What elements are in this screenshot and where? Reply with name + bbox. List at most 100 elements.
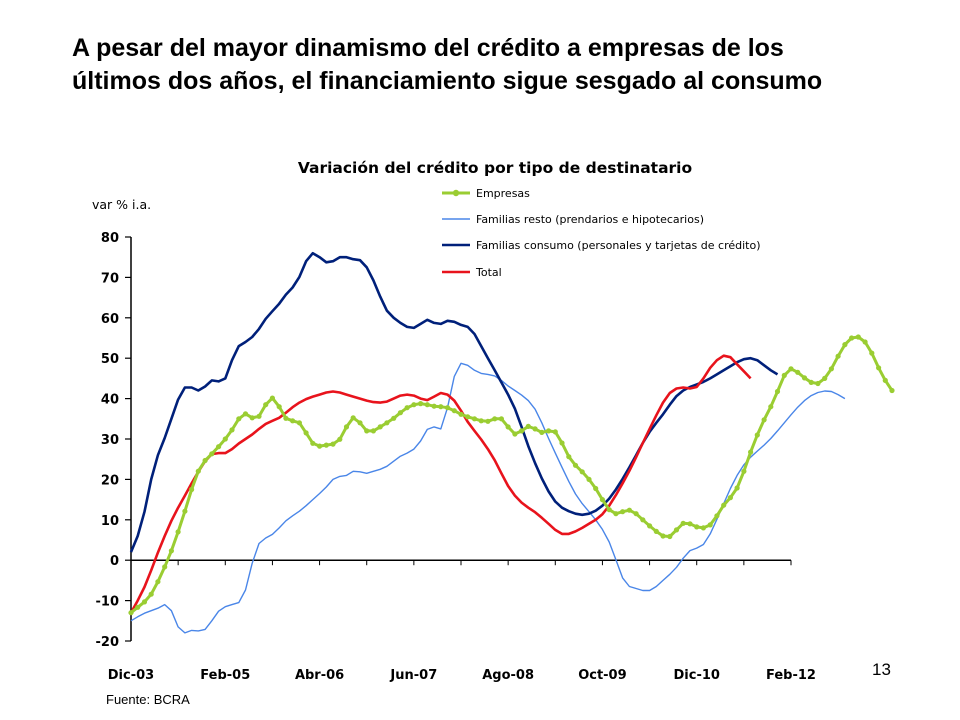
- series-point-empresas: [700, 525, 707, 531]
- series-point-empresas: [276, 404, 282, 410]
- series-point-empresas: [492, 416, 498, 422]
- series-point-empresas: [660, 533, 666, 539]
- series-point-empresas: [498, 416, 504, 422]
- series-point-empresas: [168, 548, 174, 554]
- series-point-empresas: [162, 564, 168, 570]
- x-tick-label: Abr-06: [295, 668, 344, 683]
- y-tick-label: 60: [101, 312, 119, 327]
- series-point-empresas: [593, 485, 599, 492]
- series-point-empresas: [485, 418, 491, 424]
- series-point-empresas: [552, 429, 558, 435]
- series-point-empresas: [539, 429, 545, 435]
- series-point-empresas: [391, 415, 397, 421]
- x-tick-label: Feb-05: [200, 668, 250, 683]
- series-point-empresas: [862, 339, 868, 345]
- series-point-empresas: [296, 420, 302, 426]
- series-point-empresas: [189, 486, 195, 493]
- series-point-empresas: [835, 353, 841, 359]
- series-point-empresas: [754, 432, 760, 438]
- series-point-empresas: [741, 468, 747, 474]
- series-point-empresas: [761, 417, 767, 423]
- chart-title: Variación del crédito por tipo de destin…: [298, 159, 692, 177]
- series-point-empresas: [640, 517, 646, 523]
- series-point-empresas: [263, 402, 269, 408]
- chart-legend: Empresas Familias resto (prendarios e hip…: [442, 187, 761, 279]
- series-point-empresas: [626, 507, 633, 513]
- series-point-empresas: [559, 440, 565, 446]
- y-tick-label: 10: [101, 514, 119, 529]
- series-point-empresas: [404, 405, 410, 411]
- series-point-empresas: [195, 468, 201, 474]
- series-point-empresas: [236, 416, 242, 422]
- y-axis-unit-label: var % i.a.: [92, 197, 151, 212]
- series-point-empresas: [269, 395, 275, 401]
- y-tick-label: -20: [96, 635, 120, 650]
- slide-title: A pesar del mayor dinamismo del crédito …: [72, 32, 932, 98]
- series-point-empresas: [667, 533, 673, 540]
- series-point-empresas: [242, 411, 249, 417]
- series-point-empresas: [155, 579, 161, 585]
- series-point-empresas: [384, 420, 390, 426]
- series-point-empresas: [694, 524, 700, 530]
- y-tick-label: 50: [101, 352, 119, 367]
- series-point-empresas: [505, 424, 511, 430]
- source-note: Fuente: BCRA: [106, 692, 190, 707]
- legend-label-total: Total: [475, 266, 502, 279]
- legend-label-familias-resto: Familias resto (prendarios e hipotecario…: [476, 213, 704, 226]
- series-point-empresas: [876, 365, 882, 371]
- series-point-empresas: [303, 430, 309, 436]
- series-point-empresas: [606, 507, 612, 513]
- series-point-empresas: [673, 527, 680, 533]
- slide-title-line-1: A pesar del mayor dinamismo del crédito …: [72, 34, 784, 62]
- series-point-empresas: [377, 424, 383, 430]
- series-point-empresas: [209, 451, 215, 457]
- series-point-empresas: [364, 428, 370, 434]
- page-number: 13: [872, 660, 891, 679]
- legend-label-empresas: Empresas: [476, 187, 530, 200]
- y-tick-label: 20: [101, 473, 119, 488]
- series-point-empresas: [283, 415, 289, 421]
- series-point-empresas: [444, 405, 451, 411]
- series-point-empresas: [465, 414, 471, 420]
- series-point-empresas: [202, 457, 208, 464]
- series-point-empresas: [256, 413, 262, 419]
- series-point-empresas: [882, 377, 888, 383]
- series-point-empresas: [525, 423, 531, 429]
- series-point-empresas: [418, 401, 424, 407]
- series-point-empresas: [370, 428, 376, 434]
- series-point-empresas: [633, 511, 639, 517]
- series-point-empresas: [128, 610, 134, 616]
- series-point-empresas: [148, 591, 154, 597]
- series-point-empresas: [620, 509, 626, 515]
- x-tick-label: Ago-08: [482, 668, 534, 683]
- series-point-empresas: [714, 513, 720, 519]
- series-point-empresas: [849, 335, 855, 341]
- series-point-empresas: [397, 410, 403, 416]
- series-point-empresas: [216, 444, 222, 450]
- series-line-total: [129, 354, 752, 614]
- series-point-empresas: [815, 380, 821, 387]
- series-point-empresas: [734, 485, 740, 491]
- series-point-empresas: [343, 424, 350, 430]
- y-tick-label: -10: [96, 595, 120, 610]
- series-point-empresas: [222, 436, 228, 442]
- series-point-empresas: [795, 369, 801, 375]
- y-tick-label: 0: [110, 554, 119, 569]
- series-point-empresas: [653, 528, 659, 535]
- series-point-empresas: [680, 520, 686, 526]
- series-point-empresas: [330, 441, 336, 447]
- series-point-empresas: [229, 427, 235, 433]
- series-point-empresas: [424, 402, 430, 408]
- series-point-empresas: [337, 436, 343, 442]
- series-point-empresas: [572, 462, 579, 468]
- slide-title-line-2: últimos dos años, el financiamiento sigu…: [72, 67, 823, 95]
- plot-area: -20 -10 0 10 20 30 40 50 60 70 80 Dic-03 Feb-05 Abr-0…: [96, 231, 895, 683]
- series-point-empresas: [855, 334, 861, 340]
- series-point-empresas: [768, 404, 774, 410]
- legend-label-familias-consumo: Familias consumo (personales y tarjetas …: [476, 239, 761, 252]
- series-point-empresas: [249, 415, 255, 421]
- series-point-empresas: [748, 449, 754, 455]
- y-tick-label: 30: [101, 433, 119, 448]
- series-point-empresas: [788, 366, 794, 372]
- series-point-empresas: [478, 418, 484, 424]
